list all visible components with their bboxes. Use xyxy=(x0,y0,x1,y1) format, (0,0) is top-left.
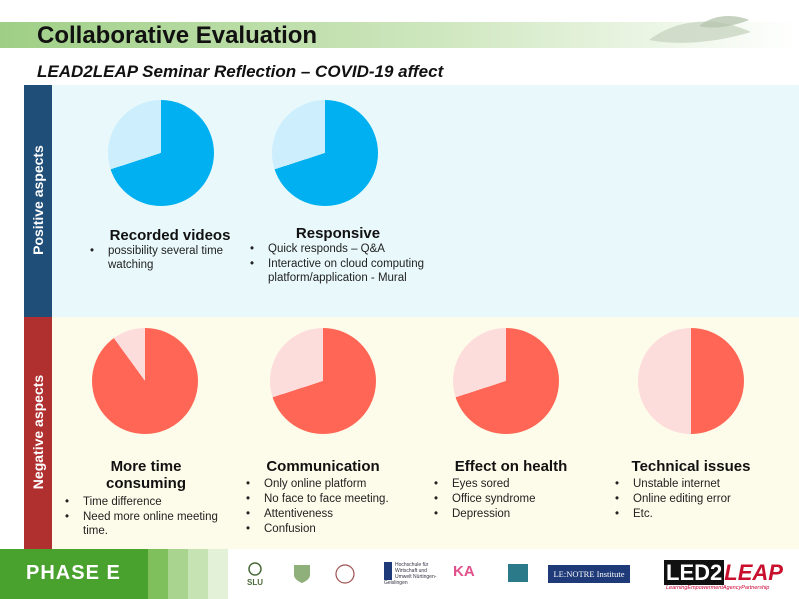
lenotre-logo: LE:NOTRE Institute xyxy=(548,565,630,583)
seal-icon xyxy=(335,564,355,584)
small-emblem-logo xyxy=(507,563,529,585)
led2leap-tagline: LearningEmpowermentAgencyPartnership xyxy=(666,585,770,591)
item-title-responsive: Responsive xyxy=(295,225,381,242)
bullet-item: Need more online meeting time. xyxy=(63,510,233,538)
pie-chart-effect-on-health xyxy=(453,328,559,434)
bullet-item: Attentiveness xyxy=(244,507,414,521)
negative-section-label: Negative aspects xyxy=(30,374,46,490)
hfwu-mark-icon xyxy=(384,562,392,580)
page-title: Collaborative Evaluation xyxy=(37,22,318,49)
bullet-item: possibility several time watching xyxy=(88,244,248,272)
bullet-list-more-time-consuming: Time difference Need more online meeting… xyxy=(63,495,233,539)
pie-chart-communication xyxy=(270,328,376,434)
bullet-item: Confusion xyxy=(244,522,414,536)
bullet-item: Time difference xyxy=(63,495,233,509)
footer-phase-block xyxy=(0,549,148,599)
item-title-recorded-videos: Recorded videos xyxy=(109,227,231,244)
bullet-item: Office syndrome xyxy=(432,492,582,506)
ka-logo: KA xyxy=(453,563,475,580)
bullet-item: Eyes sored xyxy=(432,477,582,491)
bullet-list-responsive: Quick responds – Q&A Interactive on clou… xyxy=(248,242,433,286)
pie-chart-recorded-videos xyxy=(108,100,214,206)
page-subtitle: LEAD2LEAP Seminar Reflection – COVID-19 … xyxy=(37,62,444,81)
footer-stripes xyxy=(148,549,228,599)
phase-label: PHASE E xyxy=(26,562,121,584)
bullet-list-technical-issues: Unstable internet Online editing error E… xyxy=(613,477,773,522)
emblem-icon xyxy=(508,564,528,582)
negative-section-bar xyxy=(24,317,52,549)
bullet-item: No face to face meeting. xyxy=(244,492,414,506)
led2-mark: LED2 xyxy=(664,560,725,585)
item-title-communication: Communication xyxy=(266,458,380,475)
led2leap-logo: LED2LEAP xyxy=(664,560,783,586)
positive-section-bar xyxy=(24,85,52,317)
positive-section-label: Positive aspects xyxy=(30,145,46,255)
slu-logo: SLU xyxy=(244,562,266,587)
bullet-item: Only online platform xyxy=(244,477,414,491)
hfwu-logo: Hochschule für Wirtschaft und Umwelt Nür… xyxy=(384,562,437,586)
leaf-decoration-icon xyxy=(649,16,751,43)
bullet-item: Quick responds – Q&A xyxy=(248,242,433,256)
university-crest-logo xyxy=(290,563,314,587)
item-title-effect-on-health: Effect on health xyxy=(454,458,568,475)
bullet-list-recorded-videos: possibility several time watching xyxy=(88,244,248,273)
bullet-item: Online editing error xyxy=(613,492,773,506)
bullet-item: Interactive on cloud computing platform/… xyxy=(248,257,433,285)
bullet-list-communication: Only online platform No face to face mee… xyxy=(244,477,414,537)
bullet-item: Unstable internet xyxy=(613,477,773,491)
pie-chart-more-time-consuming xyxy=(92,328,198,434)
slu-emblem-icon xyxy=(248,562,262,576)
bullet-item: Depression xyxy=(432,507,582,521)
leap-mark: LEAP xyxy=(724,560,783,585)
seal-logo xyxy=(334,563,356,587)
bullet-item: Etc. xyxy=(613,507,773,521)
pie-chart-responsive xyxy=(272,100,378,206)
item-title-technical-issues: Technical issues xyxy=(631,458,751,475)
item-title-more-time-consuming: More time consuming xyxy=(105,458,186,492)
bullet-list-effect-on-health: Eyes sored Office syndrome Depression xyxy=(432,477,582,522)
crest-icon xyxy=(294,565,310,583)
pie-chart-technical-issues xyxy=(638,328,744,434)
